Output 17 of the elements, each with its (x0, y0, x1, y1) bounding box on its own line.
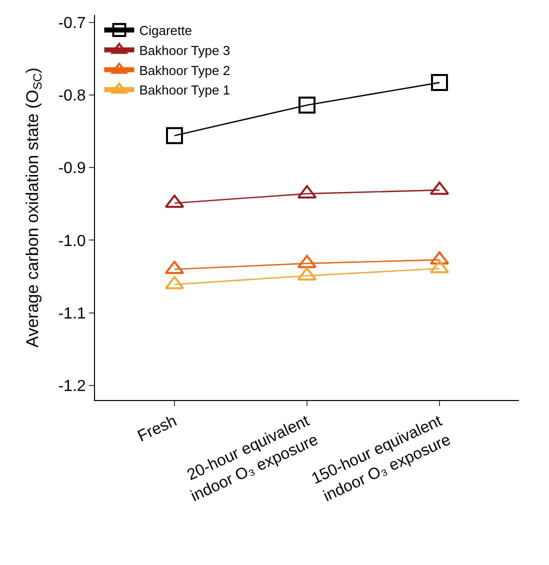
y-tick-label: -0.8 (58, 88, 86, 105)
y-tick-label: -1.1 (58, 305, 86, 322)
y-tick-label: -1.0 (58, 232, 86, 250)
y-tick-label: -0.9 (58, 160, 86, 178)
y-tick-label: -0.7 (58, 14, 86, 32)
point (298, 96, 316, 114)
point (430, 251, 450, 265)
legend-label: Bakhoor Type 3 (139, 42, 230, 58)
point (431, 74, 448, 92)
point (297, 254, 317, 268)
legend-label: Cigarette (139, 23, 192, 38)
y-tick-label: -1.2 (58, 378, 86, 396)
point (166, 127, 183, 144)
x-tick-label: Fresh (135, 412, 180, 446)
point (297, 267, 317, 281)
legend-label: Bakhoor Type 1 (139, 82, 230, 98)
legend-label: Bakhoor Type 2 (139, 62, 230, 78)
